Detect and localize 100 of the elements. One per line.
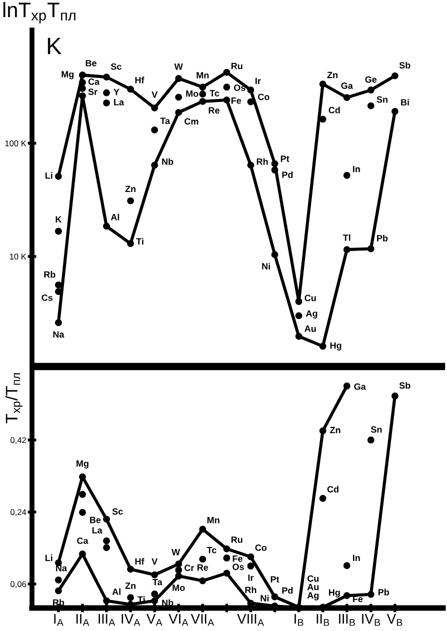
data-label: In xyxy=(353,166,360,172)
data-label: Mg xyxy=(76,460,88,469)
x-tick-label: I$_{B}$ xyxy=(294,614,304,626)
data-label: Al xyxy=(112,588,120,595)
data-label: Y xyxy=(114,88,120,96)
x-tick-label: VII$_{A}$ xyxy=(190,614,214,626)
data-label: Ni xyxy=(260,594,269,602)
data-label: W xyxy=(172,549,180,556)
x-tick-label: IV$_{B}$ xyxy=(362,614,380,626)
data-label: Hg xyxy=(330,342,342,350)
data-label: Mo xyxy=(186,90,198,97)
data-label: Cu Au Ag xyxy=(307,575,319,600)
data-label: Pd xyxy=(282,587,293,594)
data-label: Mn xyxy=(196,72,209,78)
data-label: Sb xyxy=(399,382,410,389)
data-label: Zn xyxy=(125,582,136,589)
data-label: La xyxy=(114,99,124,106)
data-label: Pd xyxy=(282,171,293,178)
data-label: Hf xyxy=(135,558,144,565)
data-label: Na xyxy=(53,331,64,338)
data-label: Be xyxy=(86,60,96,66)
data-label: Ta xyxy=(160,118,170,124)
data-label: Rh xyxy=(256,158,268,165)
x-tick-label: V$_{B}$ xyxy=(386,614,402,626)
data-label: Sn xyxy=(370,426,382,433)
data-label: Co xyxy=(258,94,270,100)
data-label: Ag xyxy=(306,310,318,318)
chart-title: lnT$_{хр}$T$_{пл}$ xyxy=(3,2,76,24)
data-label: Pb xyxy=(378,588,390,596)
x-tick-label: III$_{A}$ xyxy=(98,614,116,626)
data-label: Be xyxy=(90,516,101,524)
data-label: Sb xyxy=(399,62,410,69)
y-axis-title: T$_{хр}$/T$_{пл}$ xyxy=(5,373,22,424)
y-axis-title: K xyxy=(48,38,62,54)
y-tick-label: 10 K xyxy=(10,254,26,260)
x-tick-label: III$_{B}$ xyxy=(339,614,355,626)
data-label: Rh xyxy=(245,586,256,594)
data-label: Re xyxy=(208,107,220,114)
data-label: Cr xyxy=(184,564,194,572)
data-label: Sr xyxy=(88,88,98,95)
data-label: Cm xyxy=(184,118,198,125)
data-label: In xyxy=(353,554,360,561)
y-tick-label: 0,06 xyxy=(10,581,26,588)
data-label: Tc xyxy=(206,546,216,554)
data-label: Hf xyxy=(135,76,144,84)
data-label: Au xyxy=(304,326,316,332)
data-label: Ir xyxy=(255,78,261,84)
data-label: Tc xyxy=(210,90,220,96)
data-label: Li xyxy=(45,172,52,179)
data-label: Zn xyxy=(330,426,340,434)
data-label: Cd xyxy=(327,486,338,492)
data-label: Hg xyxy=(328,589,340,598)
x-tick-label: II$_{A}$ xyxy=(76,614,90,626)
data-label: Rb xyxy=(44,271,56,278)
data-label: Co xyxy=(255,544,267,551)
data-label: Cs xyxy=(42,294,53,301)
data-label: Sc xyxy=(112,508,123,515)
data-label: Pt xyxy=(270,576,280,583)
data-label: Rb xyxy=(53,599,64,606)
y-tick-label: 0,24 xyxy=(10,509,26,516)
data-label: Mo xyxy=(172,584,185,591)
data-label: Na xyxy=(56,565,68,572)
data-label: Fe xyxy=(231,97,242,104)
data-label: Os xyxy=(234,84,246,91)
data-label: Sn xyxy=(376,96,388,103)
data-label: Pt xyxy=(280,156,290,162)
data-label: Mg xyxy=(62,71,74,80)
data-label: Os xyxy=(232,564,244,570)
data-label: Tl xyxy=(342,234,350,241)
x-tick-label: II$_{B}$ xyxy=(316,614,330,626)
data-label: Al xyxy=(110,214,120,220)
data-label: Mn xyxy=(207,516,220,524)
data-label: Ru xyxy=(231,62,242,70)
data-label: Zn xyxy=(327,72,338,78)
data-label: Ga xyxy=(341,82,353,89)
data-label: Ta xyxy=(152,579,162,586)
data-label: Bi xyxy=(401,98,409,106)
data-label: Ir xyxy=(248,574,254,581)
data-label: Ru xyxy=(231,536,242,543)
data-label: Sc xyxy=(110,63,122,70)
data-label: Nb xyxy=(162,158,174,165)
y-tick-label: 0,42 xyxy=(10,437,26,444)
x-tick-label: I$_{A}$ xyxy=(54,614,64,626)
data-label: Fe xyxy=(232,556,242,562)
data-label: La xyxy=(92,527,102,534)
data-label: Ca xyxy=(77,538,88,544)
data-label: V xyxy=(152,558,158,565)
y-tick-label: 100 K xyxy=(5,140,26,146)
data-label: Ti xyxy=(136,238,144,244)
data-label: Pb xyxy=(377,234,388,242)
data-label: Cu xyxy=(304,294,316,302)
x-tick-label: VI$_{A}$ xyxy=(168,614,188,626)
data-label: Zn xyxy=(125,186,136,192)
data-label: Ca xyxy=(88,78,100,85)
data-label: Ge xyxy=(365,76,377,83)
data-label: Re xyxy=(197,564,208,571)
data-label: W xyxy=(174,64,183,70)
data-label: Ga xyxy=(354,383,366,390)
data-label: V xyxy=(152,92,158,98)
data-label: Cd xyxy=(328,106,340,114)
